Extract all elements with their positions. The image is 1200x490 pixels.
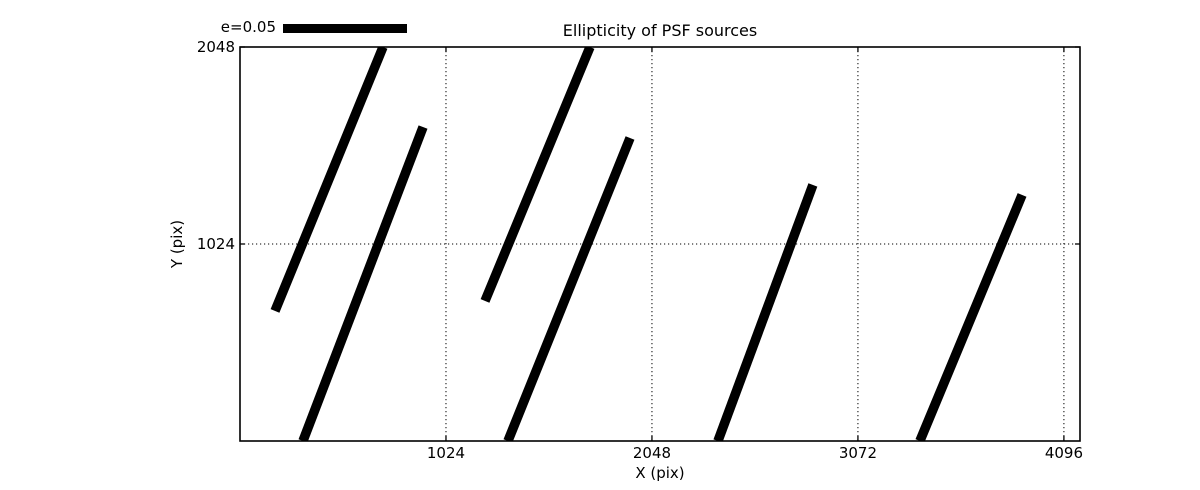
psf-whisker [480,47,595,303]
x-tick-label: 2048 [632,444,672,462]
psf-whisker [503,136,635,441]
chart-title: Ellipticity of PSF sources [562,21,758,40]
legend-line-swatch [283,24,407,33]
y-tick-label: 1024 [196,235,235,253]
psf-whisker [915,193,1027,441]
psf-whisker [270,47,388,313]
x-tick-label: 3072 [838,444,878,462]
psf-whisker [298,125,428,441]
psf-whisker [713,183,818,441]
legend-label: e=0.05 [220,18,276,36]
x-tick-label: 4096 [1044,444,1083,462]
x-axis-label: X (pix) [635,464,685,482]
x-tick-label: 1024 [426,444,466,462]
y-tick-label: 2048 [196,38,235,56]
